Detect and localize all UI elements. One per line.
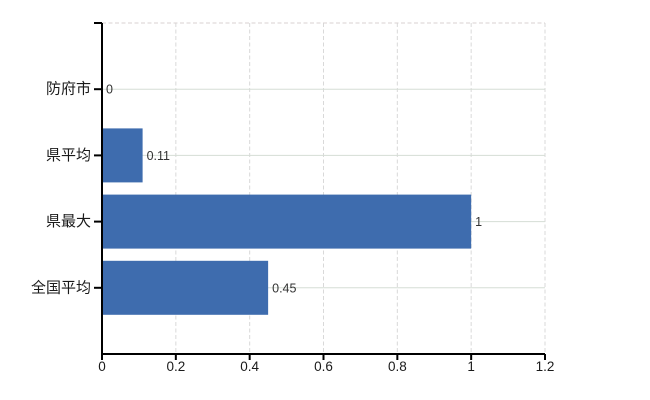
x-tick-label: 1.2 xyxy=(536,359,555,374)
x-tick-label: 0 xyxy=(98,359,106,374)
bar xyxy=(103,194,472,249)
x-tick-label: 0.2 xyxy=(166,359,185,374)
category-label: 県平均 xyxy=(46,147,91,164)
x-tick-label: 1 xyxy=(467,359,475,374)
x-tick-label: 0.8 xyxy=(388,359,407,374)
x-tick-label: 0.6 xyxy=(314,359,333,374)
category-label: 県最大 xyxy=(46,213,91,230)
bar-value-label: 0 xyxy=(106,83,113,97)
bar xyxy=(103,260,269,315)
bar xyxy=(103,128,143,183)
x-tick-label: 0.4 xyxy=(240,359,259,374)
bar-value-label: 0.45 xyxy=(272,281,296,295)
bar-value-label: 0.11 xyxy=(147,149,170,163)
bar-value-label: 1 xyxy=(475,215,482,229)
category-label: 全国平均 xyxy=(31,278,91,296)
category-label: 防府市 xyxy=(46,81,91,98)
